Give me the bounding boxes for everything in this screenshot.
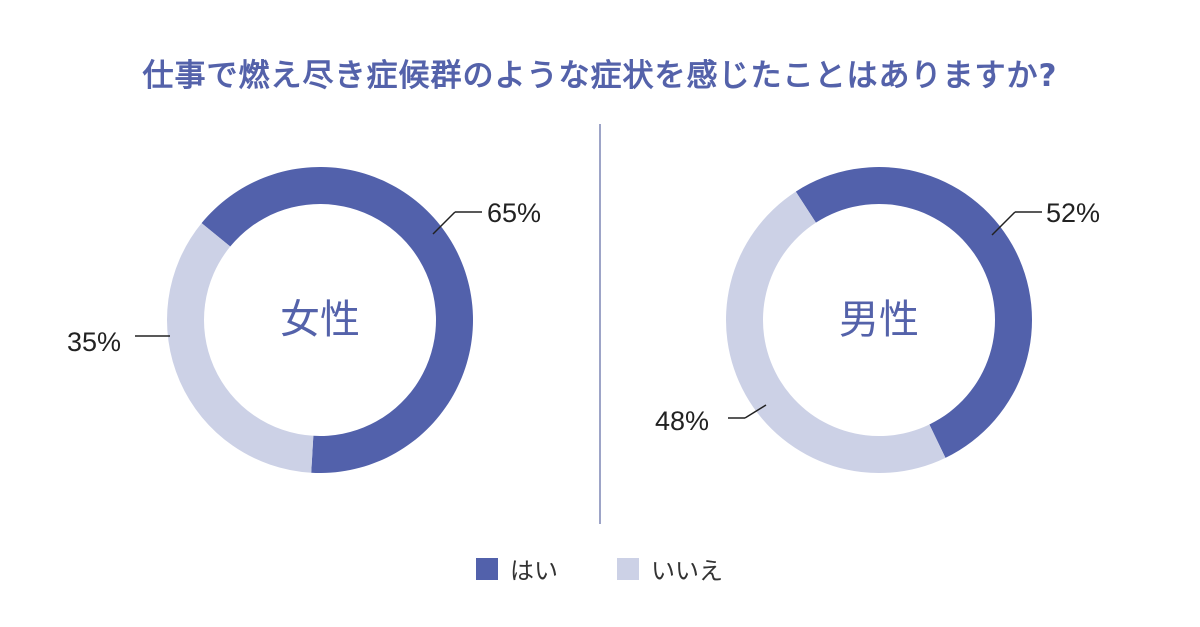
center-divider: [599, 124, 601, 524]
male-center-label: 男性: [839, 297, 919, 343]
male-no-label: 48%: [655, 406, 709, 436]
male-no-segment: [726, 191, 946, 473]
legend-label-yes: はい: [510, 557, 558, 585]
male-no-leader: [744, 404, 767, 419]
female-no-segment: [167, 223, 314, 473]
donut-female: 女性 65% 35%: [67, 166, 541, 474]
donut-male: 男性 52% 48%: [655, 167, 1100, 473]
legend-swatch-yes: [476, 557, 498, 580]
female-no-label: 35%: [67, 327, 121, 357]
female-yes-leader: [432, 211, 456, 235]
female-yes-label: 65%: [487, 198, 541, 228]
male-yes-leader: [991, 211, 1016, 236]
male-yes-segment: [795, 167, 1032, 458]
male-yes-label: 52%: [1046, 198, 1100, 228]
chart-title: 仕事で燃え尽き症候群のような症状を感じたことはありますか?: [142, 58, 1058, 94]
female-center-label: 女性: [280, 297, 360, 343]
legend-item-no: いいえ: [617, 551, 723, 586]
female-yes-segment: [201, 166, 474, 474]
legend: はい いいえ: [0, 551, 1200, 585]
legend-item-yes: はい: [476, 551, 558, 586]
legend-swatch-no: [617, 557, 639, 580]
legend-label-no: いいえ: [651, 557, 723, 585]
